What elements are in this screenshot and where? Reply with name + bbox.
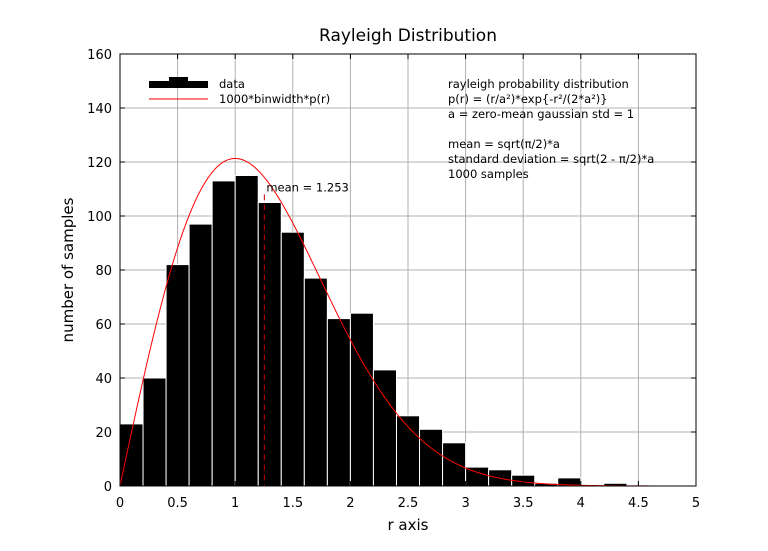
histogram-bar	[188, 223, 213, 487]
histogram-bar	[257, 202, 282, 487]
y-tick-label: 40	[95, 372, 112, 387]
x-tick-label: 1	[231, 496, 239, 511]
x-tick-label: 3.5	[513, 496, 534, 511]
y-tick-label: 120	[87, 156, 112, 171]
histogram-bar	[326, 318, 351, 487]
histogram-bar	[465, 466, 490, 487]
histogram-bar	[349, 312, 374, 487]
x-axis-label: r axis	[388, 516, 429, 534]
histogram-bars	[119, 175, 628, 487]
y-axis-label: number of samples	[59, 197, 77, 342]
x-tick-label: 4.5	[628, 496, 649, 511]
axis-ticks	[119, 53, 697, 487]
annotation-line-1: rayleigh probability distribution	[448, 77, 629, 91]
x-tick-label: 1.5	[282, 496, 303, 511]
histogram-bar	[142, 377, 167, 487]
mean-label: mean = 1.253	[266, 181, 348, 195]
legend-data-label: data	[219, 77, 245, 91]
histogram-bar	[211, 180, 236, 487]
legend-line-label: 1000*binwidth*p(r)	[219, 92, 330, 106]
x-tick-label: 4	[577, 496, 585, 511]
annotation-text-block: rayleigh probability distribution p(r) =…	[448, 77, 654, 181]
y-tick-labels: 0 20 40 60 80 100 120 140 160	[87, 48, 112, 495]
y-tick-label: 60	[95, 318, 112, 333]
y-tick-label: 0	[104, 480, 112, 495]
histogram-bar	[442, 442, 467, 487]
histogram-bar	[234, 175, 259, 487]
annotation-line-5: standard deviation = sqrt(2 - π/2)*a	[448, 152, 654, 166]
y-tick-label: 80	[95, 264, 112, 279]
legend: data 1000*binwidth*p(r)	[149, 77, 330, 106]
x-tick-label: 2.5	[398, 496, 419, 511]
x-tick-label: 3	[461, 496, 469, 511]
x-tick-labels: 0 0.5 1 1.5 2 2.5 3 3.5 4 4.5 5	[116, 496, 700, 511]
x-tick-label: 0.5	[167, 496, 188, 511]
y-tick-label: 100	[87, 210, 112, 225]
x-tick-label: 5	[692, 496, 700, 511]
y-tick-label: 160	[87, 48, 112, 63]
histogram-bar	[165, 264, 190, 487]
histogram-bar	[303, 277, 328, 487]
histogram-bar	[372, 369, 397, 487]
histogram-bar	[280, 231, 305, 487]
legend-data-swatch	[149, 77, 208, 88]
chart-title: Rayleigh Distribution	[319, 26, 497, 46]
annotation-line-3: a = zero-mean gaussian std = 1	[448, 107, 634, 121]
histogram-bar	[419, 428, 444, 487]
x-tick-label: 0	[116, 496, 124, 511]
x-tick-label: 2	[346, 496, 354, 511]
annotation-line-6: 1000 samples	[448, 167, 529, 181]
annotation-line-2: p(r) = (r/a²)*exp{-r²/(2*a²)}	[448, 92, 608, 106]
y-tick-label: 20	[95, 426, 112, 441]
annotation-line-4: mean = sqrt(π/2)*a	[448, 137, 560, 151]
y-tick-label: 140	[87, 102, 112, 117]
